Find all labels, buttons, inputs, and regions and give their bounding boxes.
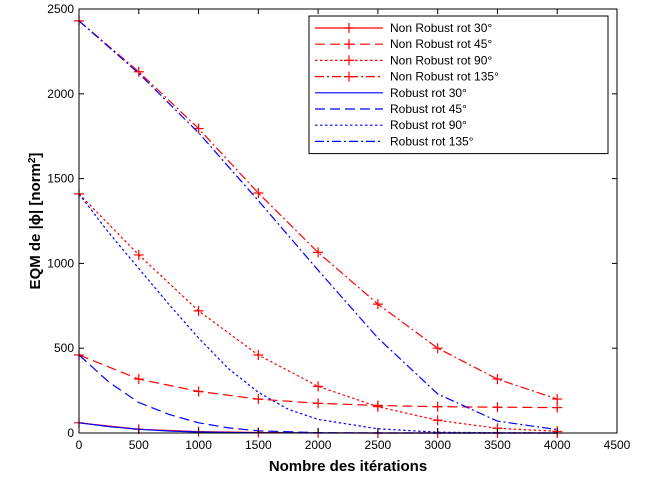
y-tick-label: 0 [67, 426, 74, 440]
x-tick-label: 1500 [245, 438, 272, 452]
legend-label: Robust rot 90° [390, 118, 467, 132]
legend-box [308, 15, 609, 155]
legend: Non Robust rot 30° Non Robust rot 45° Non … [308, 15, 609, 155]
legend-item: Non Robust rot 135° [315, 70, 499, 84]
data-point-marker [313, 247, 324, 258]
y-tick-label: 2000 [47, 87, 74, 101]
legend-label: Robust rot 45° [390, 102, 467, 116]
x-tick-label: 4500 [604, 438, 631, 452]
legend-label: Non Robust rot 90° [390, 53, 492, 67]
y-tick-label: 500 [54, 341, 74, 355]
data-point-marker [313, 381, 324, 392]
x-tick-label: 4000 [544, 438, 571, 452]
x-axis-label: Nombre des itérations [269, 458, 427, 475]
series-line [78, 193, 558, 434]
legend-item: Robust rot 90° [315, 118, 467, 132]
legend-item: Non Robust rot 30° [315, 21, 492, 35]
data-point-marker [432, 401, 443, 412]
data-point-marker [432, 415, 443, 426]
y-axis-label: EQM de |ϕ| [norm2] [27, 153, 45, 290]
legend-marker [344, 71, 354, 82]
data-point-marker [492, 374, 503, 385]
series-7 [78, 193, 558, 434]
x-tick-label: 2500 [365, 438, 392, 452]
series-6 [78, 354, 558, 434]
y-tick-label: 1500 [47, 172, 74, 186]
x-tick-label: 1000 [185, 438, 212, 452]
data-point-marker [193, 386, 204, 397]
y-axis-label-superscript: 2 [27, 157, 38, 163]
legend-marker [344, 55, 354, 66]
legend-label: Non Robust rot 135° [390, 70, 499, 84]
data-point-marker [253, 349, 264, 360]
legend-label: Robust rot 135° [390, 134, 474, 148]
series-8 [78, 20, 558, 431]
legend-item: Robust rot 30° [315, 86, 467, 100]
x-tick-label: 500 [129, 438, 149, 452]
data-point-marker [253, 394, 264, 405]
data-point-marker [133, 66, 144, 77]
x-tick-label: 3500 [484, 438, 511, 452]
x-tick-label: 3000 [424, 438, 451, 452]
series-line [78, 354, 558, 434]
data-point-marker [133, 374, 144, 385]
y-axis-label-main: EQM de |ϕ| [norm [27, 163, 44, 289]
data-point-marker [253, 188, 264, 199]
data-point-marker [372, 401, 383, 412]
data-point-marker [313, 398, 324, 409]
legend-label: Robust rot 30° [390, 86, 467, 100]
legend-label: Non Robust rot 45° [390, 37, 492, 51]
legend-marker [344, 23, 354, 33]
data-point-marker [552, 394, 563, 405]
series-line [78, 20, 558, 431]
data-point-marker [552, 402, 563, 413]
legend-marker [344, 39, 354, 50]
data-point-marker [492, 402, 503, 413]
ticks-layer: 0 500 1000 1500 2000 2500 3000 3500 4000 4500 0 500… [47, 2, 630, 452]
y-tick-label: 1000 [47, 256, 74, 270]
data-point-marker [193, 123, 204, 134]
data-point-marker [193, 305, 204, 316]
legend-item: Robust rot 45° [315, 102, 467, 116]
y-axis-label-end: ] [27, 153, 44, 158]
y-tick-label: 2500 [47, 2, 74, 16]
legend-label: Non Robust rot 30° [390, 21, 492, 35]
data-point-marker [372, 299, 383, 310]
legend-item: Robust rot 135° [315, 134, 474, 148]
legend-item: Non Robust rot 45° [315, 37, 492, 51]
plot-frame [78, 8, 618, 434]
data-point-marker [133, 249, 144, 260]
x-tick-label: 0 [76, 438, 83, 452]
data-point-marker [432, 343, 443, 354]
legend-item: Non Robust rot 90° [315, 53, 492, 67]
series-line [78, 20, 558, 400]
x-tick-label: 2000 [305, 438, 332, 452]
